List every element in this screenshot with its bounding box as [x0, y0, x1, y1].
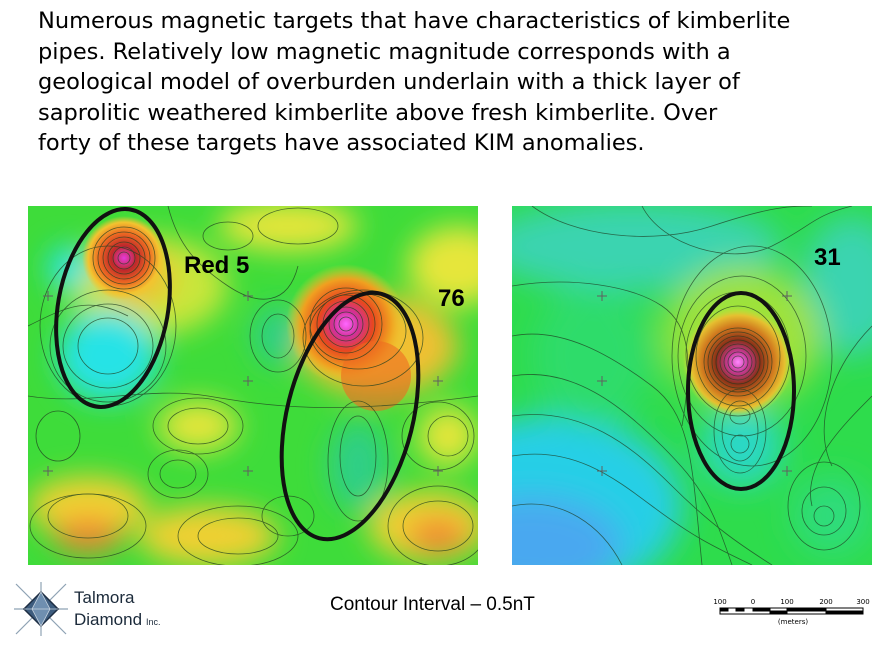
scale-tick-label: 300 — [856, 598, 869, 606]
magnetic-map-right: 31 — [512, 206, 872, 565]
body-line-3: geological model of overburden underlain… — [38, 69, 740, 95]
contour-interval-caption: Contour Interval – 0.5nT — [330, 594, 535, 615]
scale-unit-label: (meters) — [778, 618, 808, 626]
scale-tick-label: 100 — [780, 598, 793, 606]
talmora-logo: Talmora Diamond Inc. — [12, 580, 212, 640]
body-line-4: saprolitic weathered kimberlite above fr… — [38, 99, 718, 126]
logo-line-talmora: Talmora — [74, 588, 135, 607]
logo-diamond-text: Diamond — [74, 610, 143, 629]
scale-tick-label: 200 — [819, 598, 832, 606]
scale-tick-label: 100 — [713, 598, 726, 606]
body-line-5: forty of these targets have associated K… — [38, 130, 645, 156]
logo-line-diamond: Diamond Inc. — [74, 610, 161, 630]
diamond-logo-icon — [14, 582, 68, 636]
slide-body-text: Numerous magnetic targets that have char… — [38, 6, 878, 159]
scale-bar: 100 0 100 200 300 (meters) — [708, 594, 878, 634]
scale-tick-label: 0 — [751, 598, 755, 606]
target-label-76: 76 — [438, 285, 465, 312]
logo-inc-text: Inc. — [146, 617, 161, 627]
target-label-red5: Red 5 — [184, 252, 249, 279]
magnetic-map-left: Red 5 76 — [28, 206, 478, 565]
body-line-2: pipes. Relatively low magnetic magnitude… — [38, 38, 731, 65]
target-label-31: 31 — [814, 244, 841, 271]
body-line-1: Numerous magnetic targets that have char… — [38, 8, 791, 34]
